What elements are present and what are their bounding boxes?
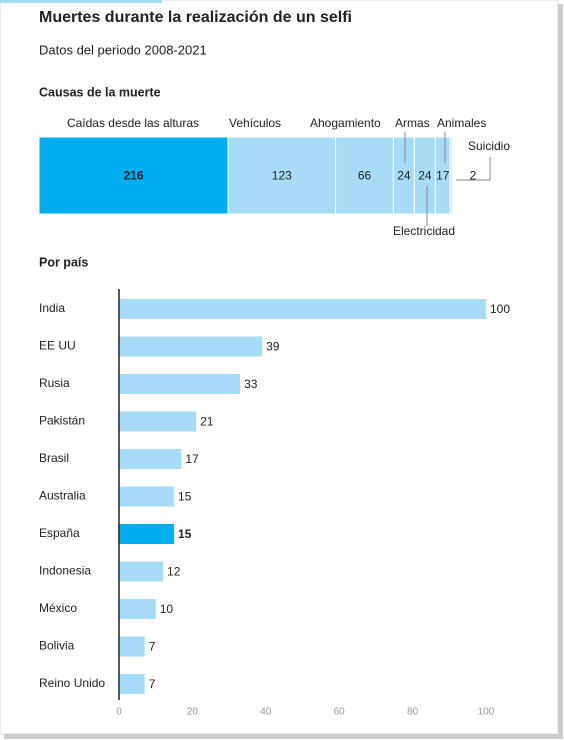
value-label: 216 xyxy=(123,169,143,183)
value-label: 7 xyxy=(149,677,156,691)
value-label: 2 xyxy=(470,169,477,183)
x-tick-label: 100 xyxy=(478,707,495,718)
y-tick-label: Reino Unido xyxy=(39,676,105,690)
y-tick-label: India xyxy=(39,301,65,315)
legend-label: Caídas desde las alturas xyxy=(67,116,199,130)
bar xyxy=(119,561,164,582)
value-label: 66 xyxy=(358,169,372,183)
x-tick-label: 80 xyxy=(407,707,419,718)
leader-line xyxy=(456,157,491,181)
y-tick-label: Pakistán xyxy=(39,414,85,428)
bar-segment xyxy=(38,136,229,215)
section-title: Causas de la muerte xyxy=(39,85,161,99)
legend-label: Armas xyxy=(395,116,430,130)
value-label: 100 xyxy=(490,302,510,316)
x-tick-label: 0 xyxy=(116,707,122,718)
section-title: Por país xyxy=(39,255,88,269)
value-label: 33 xyxy=(244,377,258,391)
bar-segment xyxy=(449,136,453,215)
subtitle: Datos del periodo 2008-2021 xyxy=(39,42,207,57)
value-label: 12 xyxy=(167,565,181,579)
value-label: 7 xyxy=(149,640,156,654)
y-tick-label: Rusia xyxy=(39,376,70,390)
value-label: 39 xyxy=(266,340,280,354)
value-label: 17 xyxy=(436,169,450,183)
y-tick-label: EE UU xyxy=(39,339,76,353)
value-label: 10 xyxy=(160,602,174,616)
x-tick-label: 40 xyxy=(260,707,272,718)
x-tick-label: 20 xyxy=(187,707,199,718)
x-tick-label: 60 xyxy=(334,707,346,718)
bar xyxy=(119,374,241,394)
legend-label: Animales xyxy=(437,116,486,130)
bar xyxy=(119,449,182,469)
bar xyxy=(119,486,175,507)
y-tick-label: México xyxy=(39,601,77,615)
bar-segment xyxy=(227,136,337,215)
value-label: 24 xyxy=(397,169,411,183)
y-tick-label: Bolivia xyxy=(39,639,75,653)
legend-label: Vehículos xyxy=(229,116,281,130)
value-label: 15 xyxy=(178,527,192,541)
bar xyxy=(119,599,156,619)
value-label: 123 xyxy=(272,169,292,183)
shadow xyxy=(558,4,563,739)
legend-label: Electricidad xyxy=(393,224,455,238)
legend-label: Suicidio xyxy=(468,139,510,153)
bar xyxy=(119,411,197,432)
accent xyxy=(0,0,162,3)
y-tick-label: Brasil xyxy=(39,451,69,465)
bar xyxy=(119,336,263,357)
legend-label: Ahogamiento xyxy=(310,116,381,130)
value-label: 21 xyxy=(200,415,214,429)
bar xyxy=(119,524,175,544)
y-tick-label: Indonesia xyxy=(39,564,91,578)
bar xyxy=(119,674,145,694)
y-tick-label: Australia xyxy=(39,489,86,503)
bar xyxy=(119,299,486,319)
shadow xyxy=(4,734,563,739)
bar xyxy=(119,636,145,657)
value-label: 17 xyxy=(185,452,199,466)
value-label: 15 xyxy=(178,490,192,504)
value-label: 24 xyxy=(418,169,432,183)
y-tick-label: España xyxy=(39,526,80,540)
bar-segment xyxy=(335,136,394,215)
title: Muertes durante la realización de un sel… xyxy=(39,9,352,26)
